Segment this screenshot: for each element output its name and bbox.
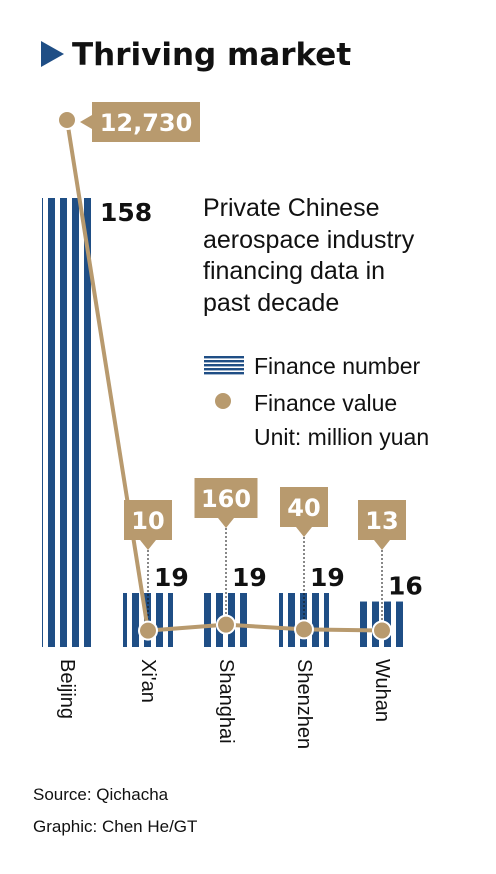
chart-subtitle: Private Chinese aerospace industry finan…: [203, 194, 415, 317]
callout-pointer-wuhan: [374, 540, 390, 550]
legend-bar-swatch: [204, 355, 244, 375]
callout-pointer-xi-an: [140, 540, 156, 550]
legend-finance-number: Finance number: [254, 353, 421, 379]
value-label-shenzhen: 40: [287, 494, 320, 522]
graphic-credit: Graphic: Chen He/GT: [33, 817, 197, 836]
subtitle-line-2: aerospace industry: [203, 226, 415, 254]
chart-title: Thriving market: [72, 37, 351, 73]
count-label-shenzhen: 19: [310, 563, 345, 592]
callout-pointer-beijing: [80, 115, 92, 129]
value-label-shanghai: 160: [201, 485, 251, 513]
value-point-beijing: [57, 110, 77, 130]
category-label-xi-an: Xi'an: [137, 659, 159, 703]
callout-pointer-shanghai: [218, 518, 234, 528]
guides-layer: [147, 528, 383, 622]
value-label-wuhan: 13: [365, 507, 398, 535]
subtitle-line-1: Private Chinese: [203, 194, 379, 222]
value-point-xi-an: [138, 620, 158, 641]
value-callout-beijing: [92, 102, 200, 142]
legend-dot-swatch: [215, 393, 231, 409]
value-point-shanghai: [216, 614, 236, 635]
value-callout-shenzhen: [280, 487, 328, 527]
value-point-wuhan: [372, 620, 392, 641]
title-arrow-icon: [41, 41, 64, 67]
legend: Finance number Finance value Unit: milli…: [204, 353, 429, 450]
count-label-shanghai: 19: [232, 563, 267, 592]
bar-beijing: [42, 198, 92, 647]
category-label-wuhan: Wuhan: [371, 659, 393, 722]
source-text: Source: Qichacha: [33, 785, 169, 804]
category-label-shanghai: Shanghai: [215, 659, 237, 744]
callout-pointer-shenzhen: [296, 527, 312, 537]
value-callout-shanghai: [194, 478, 258, 518]
value-callout-xi-an: [124, 500, 172, 540]
legend-finance-value: Finance value: [254, 390, 397, 416]
count-label-beijing: 158: [100, 198, 152, 227]
count-label-wuhan: 16: [388, 572, 423, 601]
value-callout-wuhan: [358, 500, 406, 540]
line-layer: [57, 110, 392, 641]
value-point-shenzhen: [294, 619, 314, 640]
labels-layer: 158 Beijing 19 Xi'an 19 Shanghai 19 Shenzhen 16 W…: [56, 102, 423, 749]
value-label-xi-an: 10: [131, 507, 164, 535]
count-label-xi-an: 19: [154, 563, 189, 592]
category-label-beijing: Beijing: [56, 659, 78, 719]
subtitle-line-3: financing data in: [203, 257, 385, 285]
subtitle-line-4: past decade: [203, 289, 339, 317]
legend-unit: Unit: million yuan: [254, 424, 429, 450]
category-label-shenzhen: Shenzhen: [293, 659, 315, 749]
value-label-beijing: 12,730: [100, 109, 193, 137]
